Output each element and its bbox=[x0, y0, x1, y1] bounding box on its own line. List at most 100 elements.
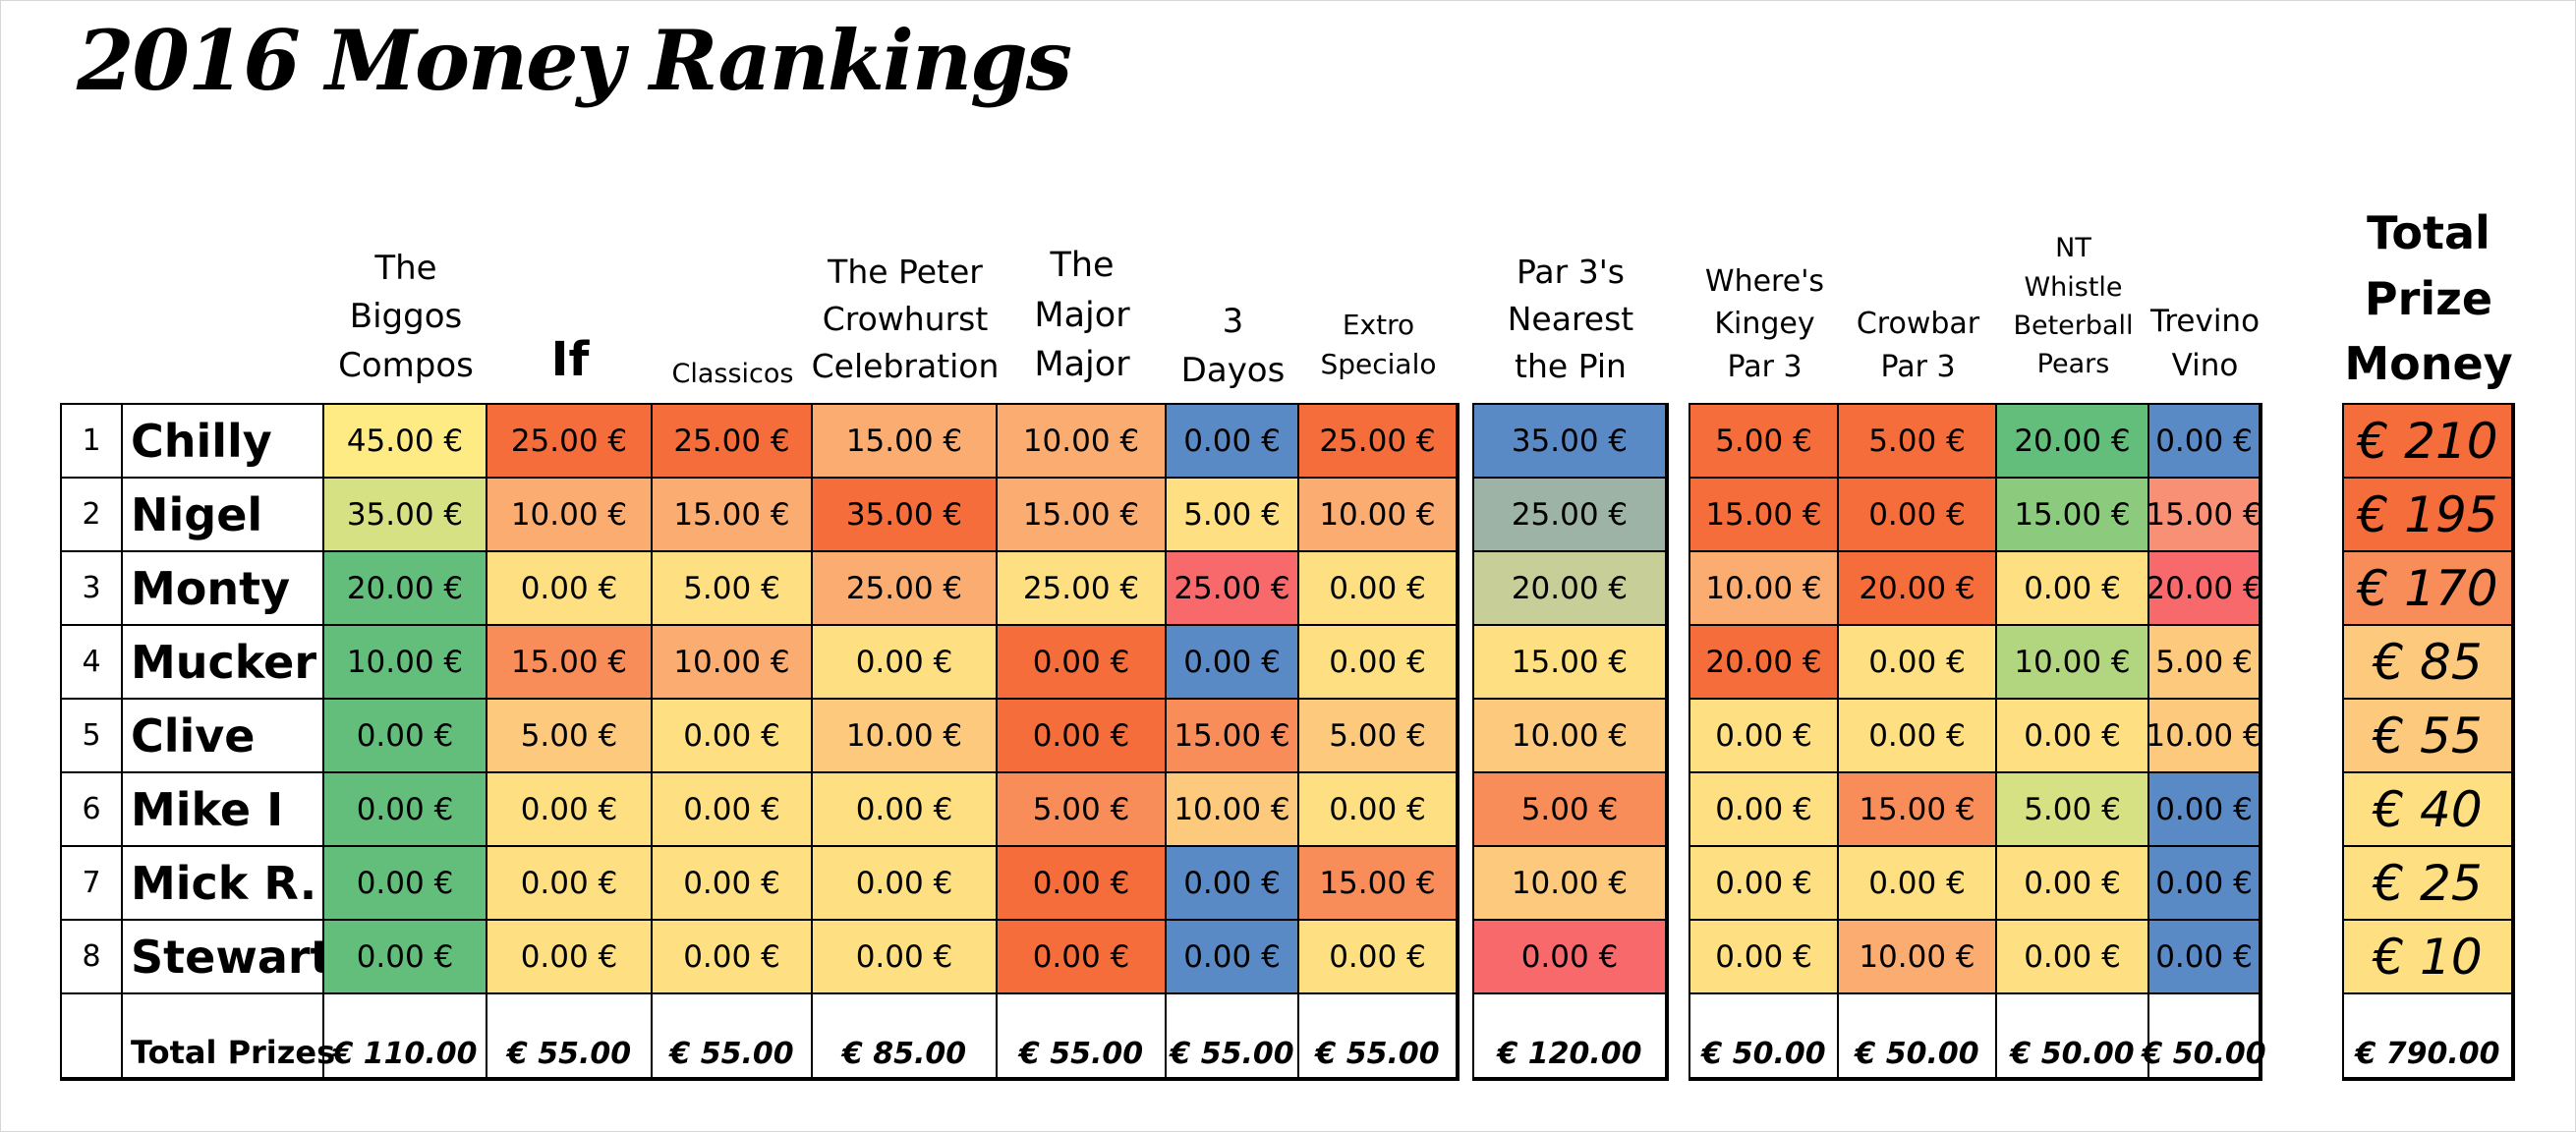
prize-cell: 0.00 € bbox=[1167, 405, 1299, 479]
prize-cell: 35.00 € bbox=[324, 479, 487, 552]
column-total: € 50.00 bbox=[1997, 994, 2149, 1079]
prize-cell: 20.00 € bbox=[2146, 552, 2262, 626]
totals-label: Total Prizes bbox=[123, 994, 335, 1079]
prize-cell: 15.00 € bbox=[1167, 700, 1299, 773]
prize-cell: 15.00 € bbox=[1299, 847, 1458, 921]
prize-cell: 10.00 € bbox=[324, 626, 487, 700]
prize-cell: 10.00 € bbox=[813, 700, 998, 773]
player-name: Chilly bbox=[123, 405, 324, 479]
prize-cell: 0.00 € bbox=[1690, 847, 1839, 921]
prize-cell: 5.00 € bbox=[1167, 479, 1299, 552]
page-title: 2016 Money Rankings bbox=[77, 12, 1072, 109]
column-header-biggos: The Biggos Compos bbox=[338, 249, 474, 385]
prize-cell: 0.00 € bbox=[653, 921, 813, 994]
column-total: € 55.00 bbox=[1167, 994, 1299, 1079]
prize-cell: 15.00 € bbox=[653, 479, 813, 552]
player-name: Mucker bbox=[123, 626, 324, 700]
rank-cell: 8 bbox=[62, 921, 123, 994]
prize-cell: 15.00 € bbox=[487, 626, 653, 700]
column-total: € 50.00 bbox=[2142, 994, 2266, 1079]
prize-cell: 25.00 € bbox=[1167, 552, 1299, 626]
prize-cell: 0.00 € bbox=[1690, 773, 1839, 847]
column-header-classicos: Classicos bbox=[671, 358, 794, 389]
prize-cell: 0.00 € bbox=[813, 921, 998, 994]
prize-cell: 20.00 € bbox=[1839, 552, 1997, 626]
column-total: € 50.00 bbox=[1690, 994, 1839, 1079]
prize-cell: 0.00 € bbox=[998, 921, 1167, 994]
prize-cell: 15.00 € bbox=[2146, 479, 2262, 552]
prize-cell: 10.00 € bbox=[1474, 700, 1667, 773]
prize-cell: 0.00 € bbox=[2149, 921, 2261, 994]
column-header-if: If bbox=[550, 332, 590, 388]
prize-cell: 15.00 € bbox=[1474, 626, 1667, 700]
prize-cell: 0.00 € bbox=[653, 700, 813, 773]
prize-cell: 5.00 € bbox=[1299, 700, 1458, 773]
total-prize-money: € 40 bbox=[2344, 773, 2513, 847]
column-header-dayos: 3 Dayos bbox=[1180, 302, 1286, 390]
prize-cell: 0.00 € bbox=[653, 847, 813, 921]
prize-cell: 0.00 € bbox=[1167, 626, 1299, 700]
column-total: € 55.00 bbox=[653, 994, 813, 1079]
totals-rank-blank bbox=[62, 994, 123, 1079]
total-prize-money: € 25 bbox=[2344, 847, 2513, 921]
total-prize-money: € 10 bbox=[2344, 921, 2513, 994]
prize-cell: 25.00 € bbox=[653, 405, 813, 479]
prize-cell: 20.00 € bbox=[1997, 405, 2149, 479]
total-block-border bbox=[2342, 403, 2515, 1081]
player-name: Clive bbox=[123, 700, 324, 773]
prize-cell: 0.00 € bbox=[1997, 847, 2149, 921]
prize-cell: 25.00 € bbox=[813, 552, 998, 626]
column-total: € 50.00 bbox=[1839, 994, 1997, 1079]
column-header-crowbar: Crowbar Par 3 bbox=[1856, 307, 1980, 384]
prizes-block-border bbox=[1689, 403, 2262, 1081]
prize-cell: 5.00 € bbox=[2149, 626, 2261, 700]
prize-cell: 5.00 € bbox=[1690, 405, 1839, 479]
column-total: € 120.00 bbox=[1474, 994, 1667, 1079]
prize-cell: 5.00 € bbox=[1839, 405, 1997, 479]
prize-cell: 15.00 € bbox=[813, 405, 998, 479]
prize-cell: 45.00 € bbox=[324, 405, 487, 479]
prize-cell: 10.00 € bbox=[1299, 479, 1458, 552]
prize-cell: 35.00 € bbox=[813, 479, 998, 552]
prize-cell: 10.00 € bbox=[1997, 626, 2149, 700]
prize-cell: 15.00 € bbox=[1690, 479, 1839, 552]
prize-cell: 0.00 € bbox=[1839, 479, 1997, 552]
column-header-nt: NT Whistle Beterball Pears bbox=[2013, 233, 2134, 379]
rank-cell: 4 bbox=[62, 626, 123, 700]
prize-cell: 10.00 € bbox=[653, 626, 813, 700]
column-total: € 55.00 bbox=[1299, 994, 1458, 1079]
prize-cell: 25.00 € bbox=[998, 552, 1167, 626]
total-prize-money: € 210 bbox=[2344, 405, 2513, 479]
total-prize-money: € 55 bbox=[2344, 700, 2513, 773]
prize-cell: 0.00 € bbox=[998, 847, 1167, 921]
prize-cell: 0.00 € bbox=[1299, 921, 1458, 994]
prize-cell: 0.00 € bbox=[324, 847, 487, 921]
prize-cell: 20.00 € bbox=[324, 552, 487, 626]
prize-cell: 20.00 € bbox=[1474, 552, 1667, 626]
prize-cell: 0.00 € bbox=[813, 847, 998, 921]
prize-cell: 20.00 € bbox=[1690, 626, 1839, 700]
prize-cell: 0.00 € bbox=[1997, 921, 2149, 994]
prize-cell: 0.00 € bbox=[2149, 847, 2261, 921]
prize-cell: 0.00 € bbox=[1167, 847, 1299, 921]
rank-cell: 7 bbox=[62, 847, 123, 921]
prize-cell: 0.00 € bbox=[324, 773, 487, 847]
prize-cell: 5.00 € bbox=[1997, 773, 2149, 847]
rank-cell: 3 bbox=[62, 552, 123, 626]
player-name: Monty bbox=[123, 552, 324, 626]
prize-cell: 0.00 € bbox=[1839, 626, 1997, 700]
prize-cell: 10.00 € bbox=[487, 479, 653, 552]
prize-cell: 0.00 € bbox=[1839, 700, 1997, 773]
column-header-par3: Par 3's Nearest the Pin bbox=[1507, 253, 1634, 386]
prize-cell: 0.00 € bbox=[653, 773, 813, 847]
prize-cell: 25.00 € bbox=[487, 405, 653, 479]
column-total: € 110.00 bbox=[324, 994, 487, 1079]
prize-cell: 0.00 € bbox=[487, 552, 653, 626]
prize-cell: 0.00 € bbox=[813, 626, 998, 700]
prize-cell: 0.00 € bbox=[487, 847, 653, 921]
prize-cell: 0.00 € bbox=[2149, 773, 2261, 847]
prize-cell: 0.00 € bbox=[487, 921, 653, 994]
column-header-kingey: Where's Kingey Par 3 bbox=[1704, 263, 1825, 384]
prize-cell: 10.00 € bbox=[2146, 700, 2262, 773]
prize-cell: 15.00 € bbox=[1997, 479, 2149, 552]
